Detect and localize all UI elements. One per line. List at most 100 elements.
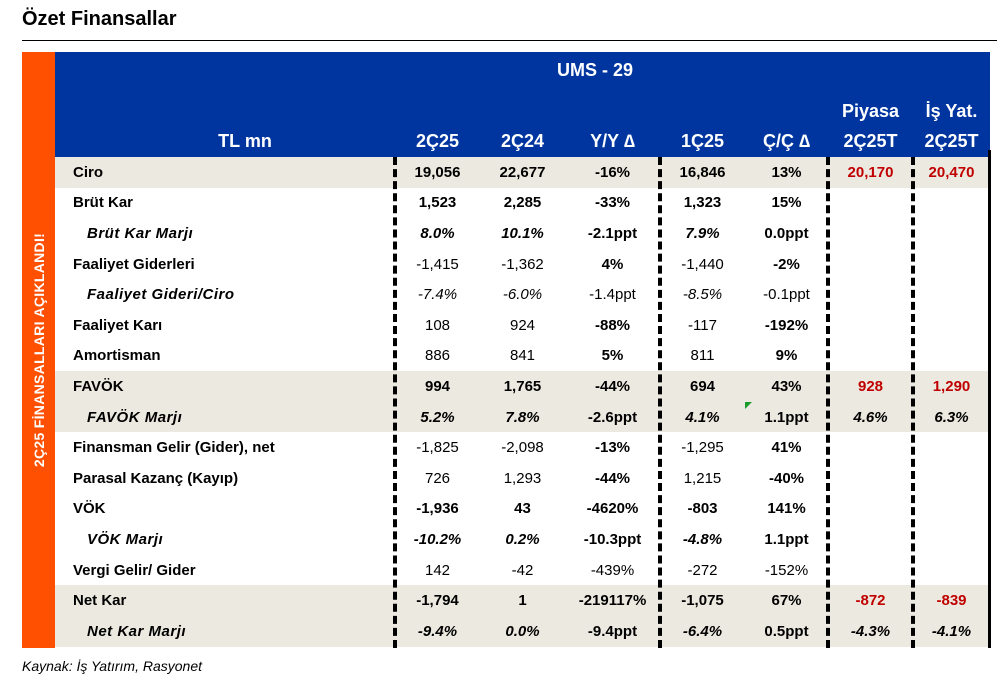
table-cell: 0.0% (505, 622, 540, 640)
table-cell (913, 524, 990, 555)
table-cell: -2.6ppt (587, 408, 638, 426)
table-cell: 1 (518, 592, 527, 610)
table-cell: 4% (601, 255, 624, 273)
table-cell (913, 218, 990, 249)
table-cell: -1,415 (416, 255, 459, 273)
header-isyat: İş Yat. (925, 101, 978, 121)
column-divider (826, 157, 830, 648)
table-row: Net Kar Marjı -9.4% 0.0% -9.4ppt -6.4% 0.5ppt… (55, 615, 990, 647)
table-cell: 41% (771, 439, 802, 457)
table-cell: -1,825 (416, 439, 459, 457)
table-cell: 9% (775, 347, 798, 365)
table-cell: 924 (509, 316, 536, 334)
source-note: Kaynak: İş Yatırım, Rasyonet (22, 658, 203, 674)
title-divider (22, 40, 997, 41)
table-cell: -2% (773, 255, 800, 273)
table-cell: 20,470 (928, 163, 975, 181)
table-cell (913, 249, 990, 280)
table-cell: 5.2% (420, 408, 455, 426)
table-cell: -1,794 (416, 592, 459, 610)
table-cell: -10.2% (413, 530, 462, 548)
table-cell: -44% (594, 377, 631, 395)
table-cell: 0.2% (505, 530, 540, 548)
table-cell (913, 279, 990, 310)
header-label-col: TL mn (218, 131, 272, 151)
table-cell: -152% (764, 561, 809, 579)
table-cell: 1,293 (503, 469, 542, 487)
table-cell: 67% (771, 592, 802, 610)
header-col: Y/Y ∆ (590, 131, 635, 151)
table-cell (913, 432, 990, 463)
row-label: Faaliyet Karı (73, 316, 163, 334)
table-cell: 15% (771, 194, 802, 212)
table-cell: -9.4% (417, 622, 458, 640)
table-cell (828, 432, 913, 463)
table-cell (913, 188, 990, 219)
table-row: Finansman Gelir (Gider), net -1,825 -2,098… (55, 432, 990, 463)
row-label: Net Kar (73, 592, 127, 610)
table-cell: -44% (594, 469, 631, 487)
table-cell (913, 341, 990, 372)
header-isyat-sub: 2Ç25T (924, 131, 979, 151)
table-row: FAVÖK 994 1,765 -44% 694 43% 928 1,290 (55, 371, 990, 402)
table-cell: 7.9% (685, 224, 720, 242)
table-cell: 4.6% (853, 408, 888, 426)
table-cell: -4.1% (931, 622, 972, 640)
table-cell: -803 (687, 500, 718, 518)
table-cell: 1,323 (683, 194, 722, 212)
table-cell: -40% (768, 469, 805, 487)
table-row: Vergi Gelir/ Gider 142 -42 -439% -272 -152% (55, 555, 990, 586)
table-cell: 1,765 (503, 377, 542, 395)
header-col: 2Ç25 (415, 131, 460, 151)
table-body: Ciro 19,056 22,677 -16% 16,846 13% 20,170 20,47… (55, 157, 990, 647)
table-header: UMS - 29 TL mn 2Ç25 2Ç24 Y/Y ∆ 1Ç25 Ç/Ç … (55, 52, 990, 157)
table-cell: 994 (424, 377, 451, 395)
table-row: VÖK Marjı -10.2% 0.2% -10.3ppt -4.8% 1.1ppt (55, 524, 990, 555)
table-cell: -4620% (586, 500, 639, 518)
table-right-border (988, 150, 991, 648)
table-cell (913, 310, 990, 341)
table-cell: -13% (594, 439, 631, 457)
row-label: Brüt Kar (73, 194, 134, 212)
table-cell (828, 341, 913, 372)
table-cell: -7.4% (417, 286, 458, 304)
row-label: Amortisman (73, 347, 161, 365)
table-cell: 1,523 (418, 194, 457, 212)
row-label: Faaliyet Giderleri (73, 255, 195, 273)
table-cell: 16,846 (679, 163, 726, 181)
table-cell: 0.5ppt (764, 622, 809, 640)
table-row: Parasal Kazanç (Kayıp) 726 1,293 -44% 1,215 -… (55, 463, 990, 494)
column-divider (393, 157, 397, 648)
table-cell (913, 494, 990, 525)
table-cell (913, 555, 990, 586)
table-cell: 4.1% (685, 408, 720, 426)
table-cell (828, 555, 913, 586)
table-cell: 13% (771, 163, 802, 181)
table-cell: -839 (936, 592, 967, 610)
table-cell: 841 (509, 347, 536, 365)
table-cell: -1,362 (501, 255, 544, 273)
table-cell (828, 249, 913, 280)
table-cell: 694 (689, 377, 716, 395)
table-cell: 7.8% (505, 408, 540, 426)
table-row: Faaliyet Gideri/Ciro -7.4% -6.0% -1.4ppt -8.… (55, 279, 990, 310)
table-cell (913, 463, 990, 494)
header-piyasa: Piyasa (841, 101, 900, 121)
table-row: Faaliyet Karı 108 924 -88% -117 -192% (55, 310, 990, 341)
table-cell: -33% (594, 194, 631, 212)
table-cell: -1,440 (681, 255, 724, 273)
side-banner: 2Ç25 FİNANSALLARI AÇIKLANDI! (22, 52, 55, 648)
table-cell: -2.1ppt (587, 224, 638, 242)
table-cell: -42 (511, 561, 534, 579)
table-cell: -88% (594, 316, 631, 334)
table-cell: -6.0% (502, 286, 543, 304)
table-cell: -1,936 (416, 500, 459, 518)
table-cell (828, 218, 913, 249)
table-cell: 22,677 (499, 163, 546, 181)
table-row: Brüt Kar Marjı 8.0% 10.1% -2.1ppt 7.9% 0.0ppt (55, 218, 990, 249)
table-cell (828, 524, 913, 555)
table-cell: 20,170 (847, 163, 894, 181)
table-cell: -117 (688, 316, 717, 334)
table-cell: 726 (424, 469, 451, 487)
table-cell: 1.1ppt (764, 408, 809, 426)
